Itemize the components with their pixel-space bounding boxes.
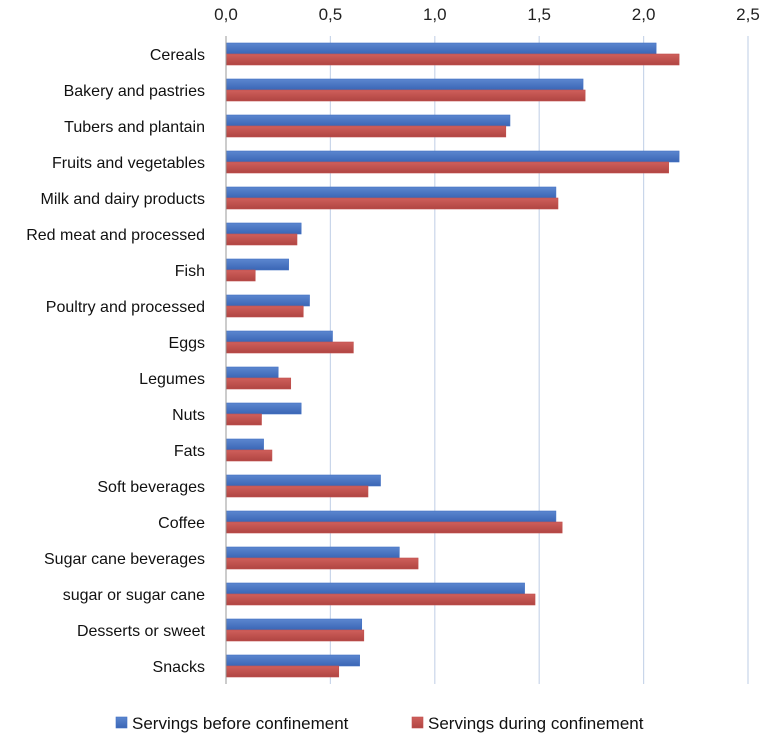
bar-before-confinement — [225, 546, 400, 559]
bar-before-confinement — [225, 618, 363, 631]
category-label: Tubers and plantain — [64, 119, 205, 136]
category-label: Legumes — [139, 371, 205, 388]
x-axis-tick-labels: 0,0 0,5 1,0 1,5 2,0 2,5 — [214, 5, 760, 24]
bar-during-confinement — [225, 305, 304, 318]
bar-during-confinement — [225, 269, 256, 282]
category-label: Fish — [175, 263, 205, 280]
bar-during-confinement — [225, 521, 563, 534]
bar-before-confinement — [225, 510, 557, 523]
category-label: Coffee — [158, 515, 205, 532]
bar-before-confinement — [225, 42, 657, 55]
bar-during-confinement — [225, 233, 298, 246]
legend-swatch — [411, 716, 424, 729]
category-label: Eggs — [169, 335, 205, 352]
bar-during-confinement — [225, 161, 669, 174]
y-axis-category-labels: Cereals Bakery and pastries Tubers and pla… — [26, 47, 205, 676]
x-tick-label: 0,5 — [319, 5, 343, 24]
bar-before-confinement — [225, 330, 333, 343]
bar-before-confinement — [225, 294, 310, 307]
legend-swatch — [115, 716, 128, 729]
legend-label: Servings during confinement — [428, 714, 644, 733]
bar-before-confinement — [225, 258, 289, 271]
bar-before-confinement — [225, 402, 302, 415]
category-label: Desserts or sweet — [77, 623, 206, 640]
bar-during-confinement — [225, 665, 340, 678]
bar-before-confinement — [225, 150, 680, 163]
bars — [225, 42, 680, 678]
category-label: Bakery and pastries — [64, 83, 205, 100]
bar-before-confinement — [225, 438, 264, 451]
bar-before-confinement — [225, 222, 302, 235]
bar-before-confinement — [225, 582, 525, 595]
bar-during-confinement — [225, 485, 369, 498]
x-tick-label: 1,0 — [423, 5, 447, 24]
category-label: Cereals — [150, 47, 205, 64]
bar-during-confinement — [225, 413, 262, 426]
x-tick-label: 2,5 — [736, 5, 760, 24]
category-label: sugar or sugar cane — [63, 587, 205, 604]
legend: Servings before confinement Servings duri… — [115, 714, 644, 733]
bar-during-confinement — [225, 125, 507, 138]
category-label: Milk and dairy products — [40, 191, 205, 208]
x-tick-label: 2,0 — [632, 5, 656, 24]
bar-before-confinement — [225, 654, 360, 667]
bar-during-confinement — [225, 449, 273, 462]
category-label: Fats — [174, 443, 205, 460]
bar-before-confinement — [225, 78, 584, 91]
bar-during-confinement — [225, 629, 365, 642]
x-tick-label: 0,0 — [214, 5, 238, 24]
bar-during-confinement — [225, 197, 559, 210]
bar-during-confinement — [225, 593, 536, 606]
bar-during-confinement — [225, 89, 586, 102]
category-label: Poultry and processed — [46, 299, 205, 316]
bar-during-confinement — [225, 557, 419, 570]
gridlines — [329, 36, 749, 684]
category-label: Nuts — [172, 407, 205, 424]
bar-before-confinement — [225, 366, 279, 379]
bar-before-confinement — [225, 186, 557, 199]
bar-before-confinement — [225, 474, 381, 487]
x-tick-label: 1,5 — [527, 5, 551, 24]
category-label: Fruits and vegetables — [52, 155, 205, 172]
bar-during-confinement — [225, 377, 292, 390]
bar-during-confinement — [225, 341, 354, 354]
category-label: Soft beverages — [97, 479, 205, 496]
bar-before-confinement — [225, 114, 511, 127]
category-label: Red meat and processed — [26, 227, 205, 244]
category-label: Sugar cane beverages — [44, 551, 205, 568]
category-label: Snacks — [153, 659, 205, 676]
bar-during-confinement — [225, 53, 680, 66]
legend-label: Servings before confinement — [132, 714, 349, 733]
